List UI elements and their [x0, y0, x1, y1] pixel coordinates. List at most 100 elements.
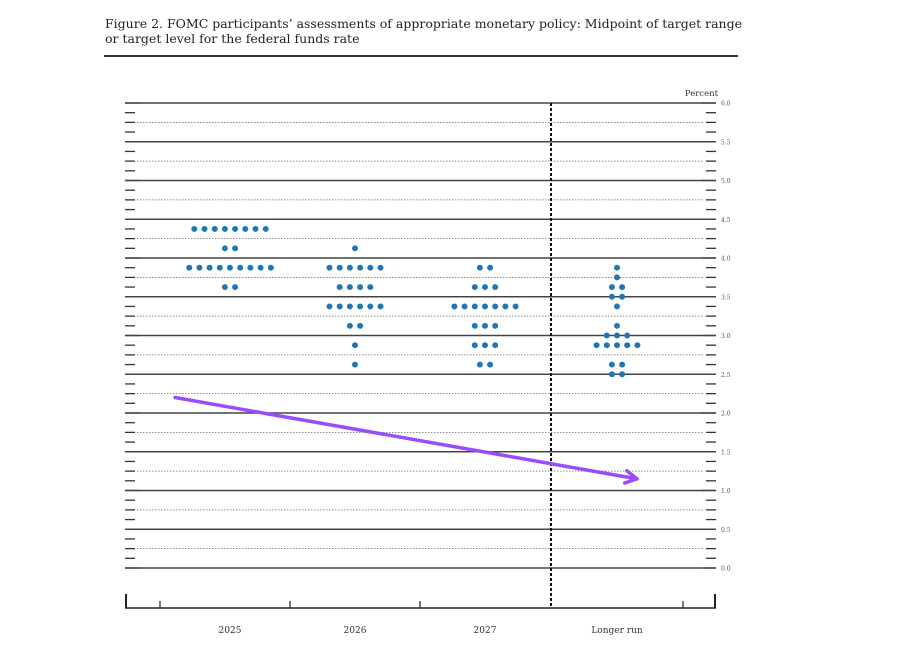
dot [346, 284, 353, 291]
dot [614, 322, 620, 329]
dot [634, 342, 641, 349]
dot [614, 274, 620, 281]
dot [257, 264, 264, 271]
dot [357, 284, 364, 291]
dot [267, 264, 274, 271]
dot [216, 264, 223, 271]
dot [326, 303, 333, 310]
dot [614, 342, 620, 349]
y-tick-label: 0.5 [721, 527, 731, 534]
x-axis: 2025 2026 2027 Longer run [125, 594, 716, 636]
dot [471, 342, 478, 349]
dot [336, 264, 343, 271]
y-tick-label: 1.5 [721, 449, 731, 456]
dot [227, 264, 233, 271]
dot [262, 225, 269, 232]
dot [603, 342, 610, 349]
dot [357, 322, 364, 329]
dot [608, 284, 615, 291]
dot [487, 361, 494, 368]
y-tick-label: 6.0 [721, 101, 731, 108]
y-tick-labels: 0.0 0.5 1.0 1.5 2.0 2.5 3.0 3.5 4.0 4.5 5.0 5.5 6.0 [721, 101, 731, 573]
y-tick-label: 3.0 [721, 333, 731, 340]
dot [377, 303, 384, 310]
dot [232, 284, 239, 291]
dot [252, 225, 259, 232]
y-tick-label: 1.0 [721, 488, 731, 495]
dot [608, 293, 615, 300]
dot [221, 284, 228, 291]
dot [336, 303, 343, 310]
x-tick-label: 2025 [219, 626, 242, 636]
dot [608, 361, 615, 368]
dot [614, 332, 620, 339]
dot [624, 342, 631, 349]
dot [482, 284, 488, 291]
dot [352, 361, 358, 368]
y-tick-label: 2.0 [721, 411, 731, 418]
dot [247, 264, 254, 271]
dot [191, 225, 198, 232]
dot [232, 225, 239, 232]
dot [367, 264, 374, 271]
x-tick-label: 2026 [344, 626, 367, 636]
y-axis-label: Percent [685, 89, 719, 99]
y-tick-label: 5.0 [721, 178, 731, 185]
dot [492, 284, 499, 291]
dot [512, 303, 519, 310]
dot [619, 284, 626, 291]
y-tick-label: 0.0 [721, 566, 731, 573]
x-tick-label: 2027 [474, 626, 497, 636]
dot [357, 264, 364, 271]
dot [221, 245, 228, 252]
dot [492, 342, 499, 349]
dot [336, 284, 343, 291]
dot [461, 303, 468, 310]
dot [221, 225, 228, 232]
title-rule [104, 55, 738, 57]
dot [451, 303, 458, 310]
dot [603, 332, 610, 339]
dot [357, 303, 364, 310]
dot [211, 225, 218, 232]
dot [482, 322, 488, 329]
dot [619, 371, 626, 378]
dot [502, 303, 509, 310]
y-tick-label: 3.5 [721, 294, 731, 301]
y-tick-label: 4.5 [721, 217, 731, 224]
dot [476, 361, 483, 368]
dots [186, 225, 641, 378]
dot [476, 264, 483, 271]
dot [471, 284, 478, 291]
dot [619, 361, 626, 368]
dot [201, 225, 208, 232]
dot [614, 303, 620, 310]
y-tick-label: 5.5 [721, 139, 731, 146]
dot [471, 322, 478, 329]
dot [346, 322, 353, 329]
dot [614, 264, 620, 271]
x-tick-label: Longer run [591, 626, 643, 636]
dot [377, 264, 384, 271]
y-tick-label: 4.0 [721, 256, 731, 263]
annotation-arrow [173, 395, 639, 485]
dot [206, 264, 213, 271]
dot [482, 303, 488, 310]
arrow-head [622, 469, 639, 485]
dot [186, 264, 193, 271]
dot [346, 264, 353, 271]
dot [492, 322, 499, 329]
arrow-shaft [173, 395, 639, 481]
dot [471, 303, 478, 310]
dot [196, 264, 203, 271]
figure-title: Figure 2. FOMC participants’ assessments… [105, 16, 742, 46]
dot [232, 245, 239, 252]
dot [326, 264, 333, 271]
dot [619, 293, 626, 300]
dot [608, 371, 615, 378]
dot [352, 245, 358, 252]
dot [242, 225, 249, 232]
dot [346, 303, 353, 310]
dot [624, 332, 631, 339]
